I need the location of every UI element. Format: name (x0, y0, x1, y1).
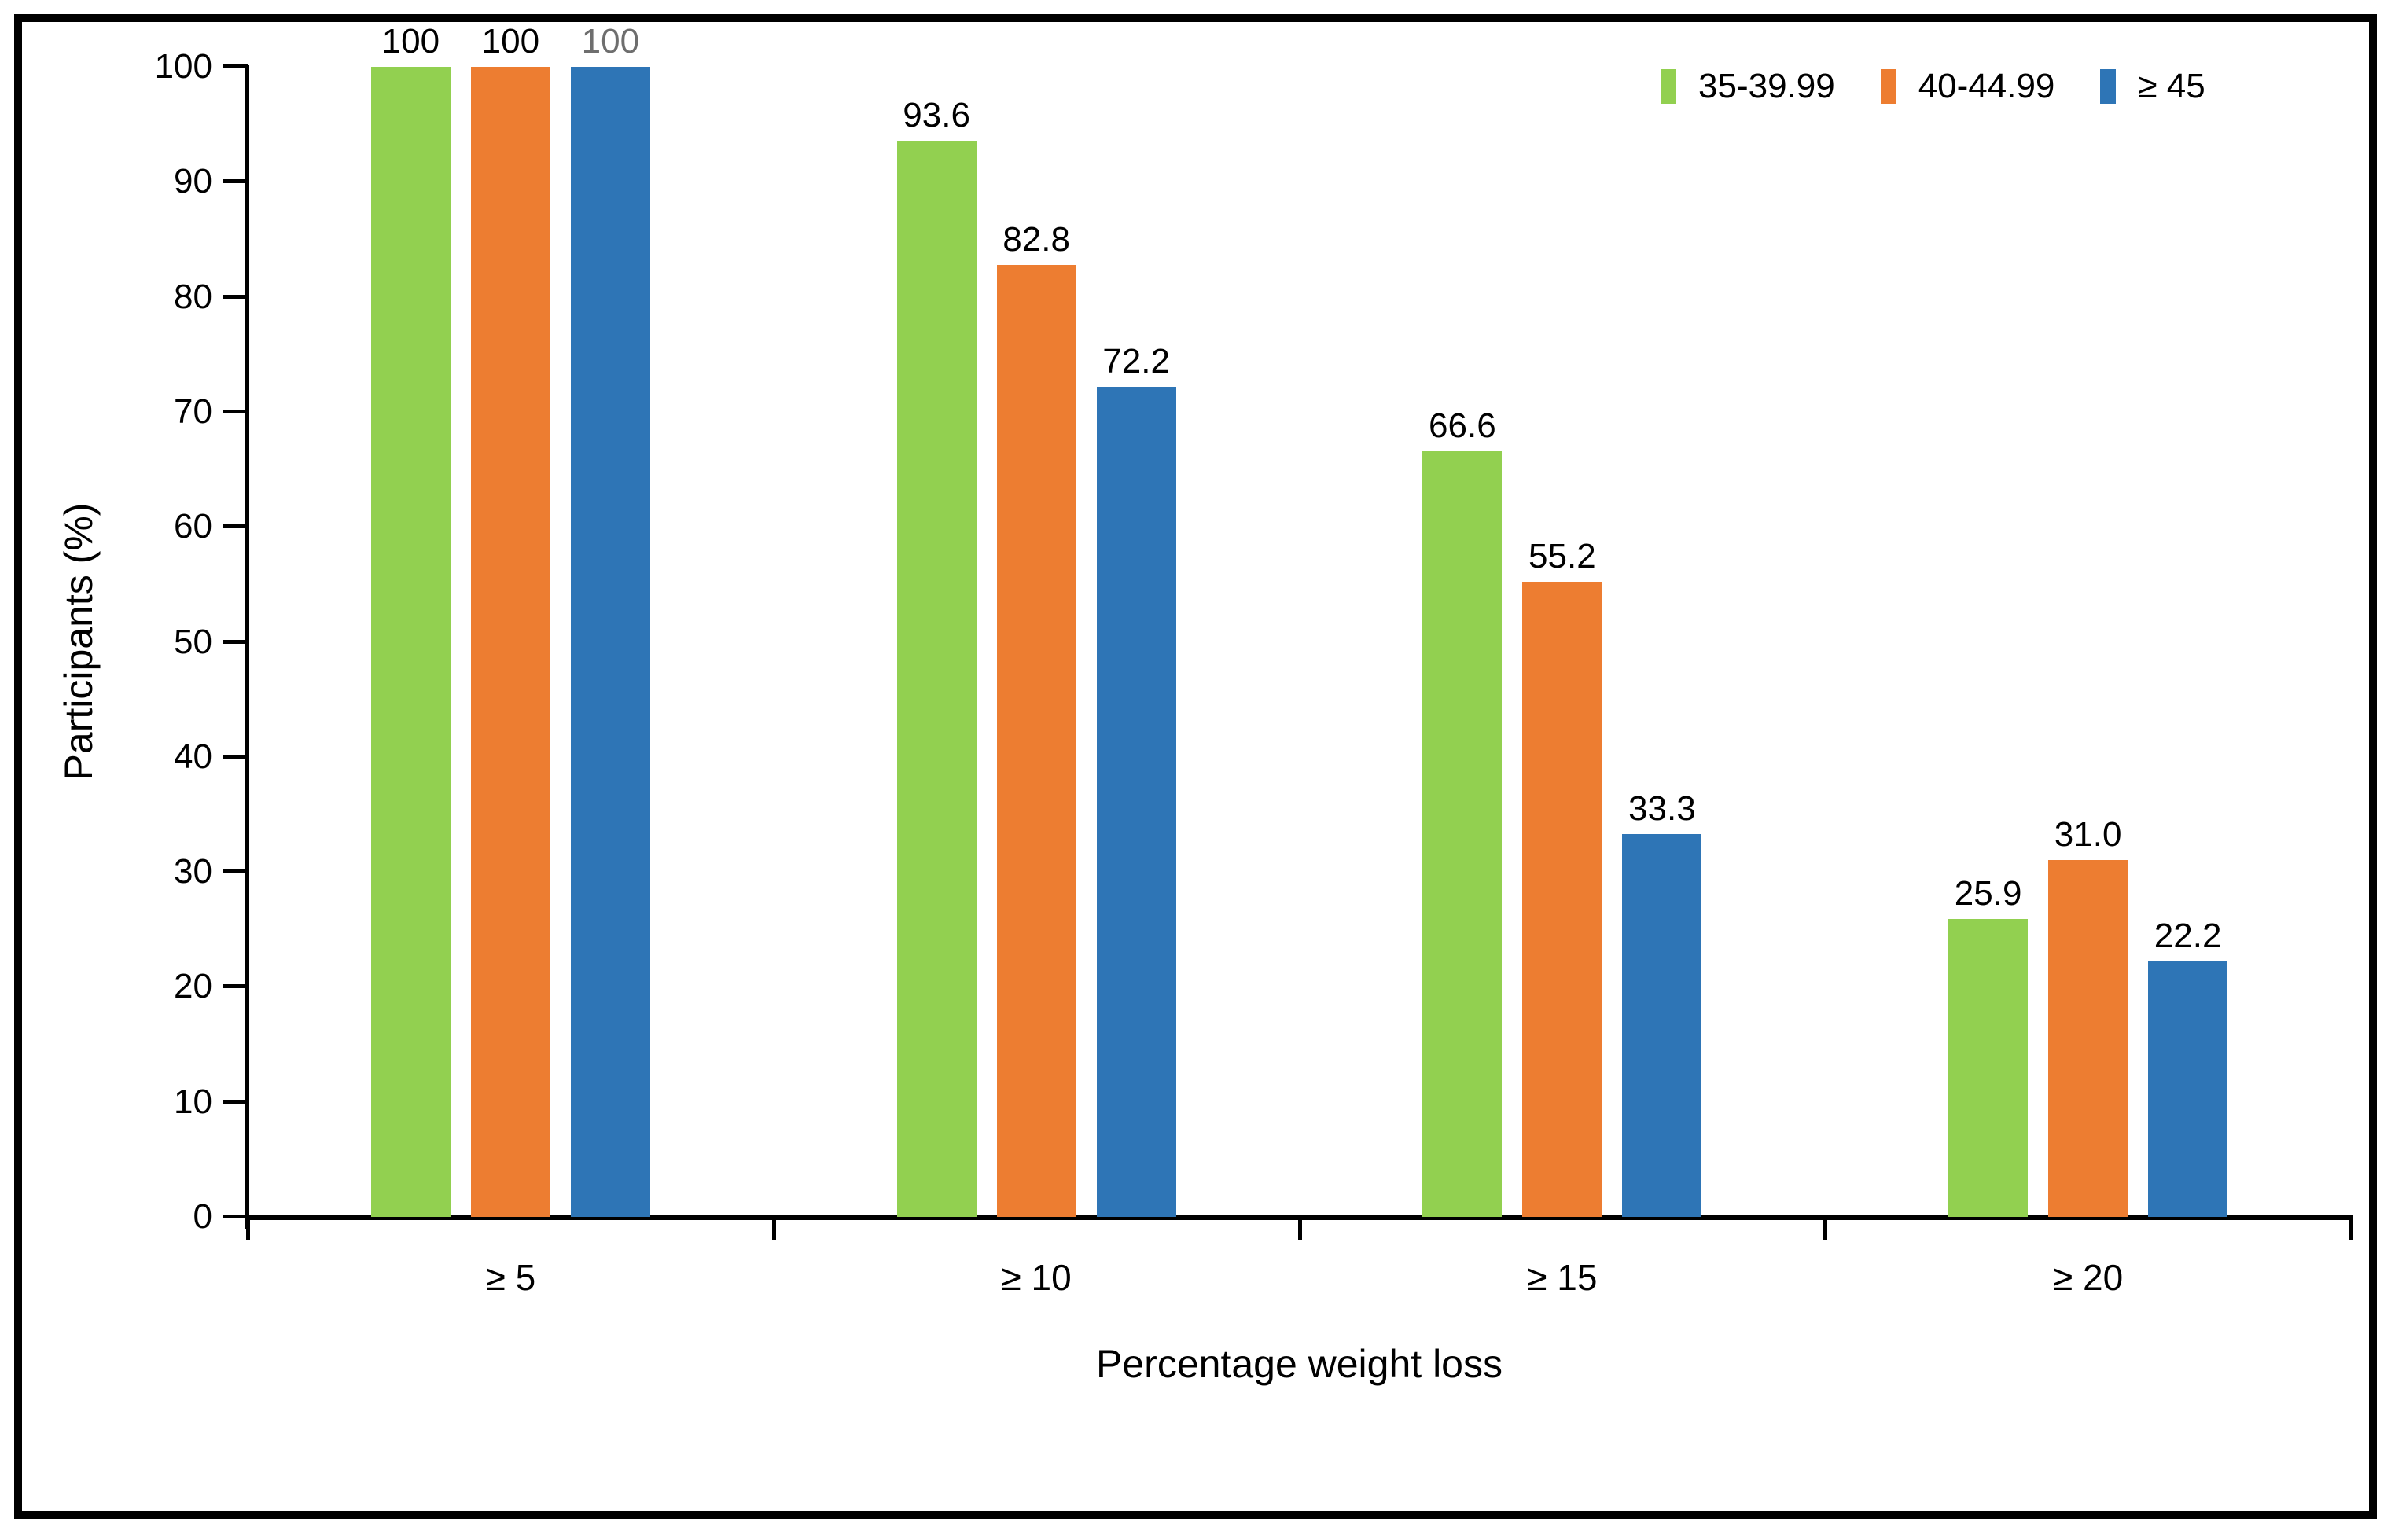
y-tick-label: 20 (174, 967, 212, 1006)
legend-item-40-44.99: 40-44.99 (1880, 67, 2055, 105)
y-tick-mark (223, 294, 248, 299)
bar-value-label: 93.6 (903, 95, 970, 134)
bar-35-39.99-≥ 10: 93.6 (896, 97, 977, 1217)
legend-marker-icon (1880, 69, 1896, 104)
bar-value-label: 100 (581, 22, 640, 61)
bar-value-label: 66.6 (1429, 406, 1496, 445)
legend-item-35-39.99: 35-39.99 (1661, 69, 1835, 104)
category-label: ≥ 10 (1001, 1257, 1072, 1298)
y-tick-mark (223, 409, 248, 413)
bar-group: 66.6 55.2 33.3 (1422, 67, 1702, 1217)
bar-≥ 45-≥ 10: 72.2 (1096, 344, 1176, 1217)
bar-value-label: 72.2 (1102, 341, 1170, 380)
bar-value-label: 25.9 (1954, 874, 2022, 913)
bar-≥ 45-≥ 15: 33.3 (1622, 791, 1702, 1217)
legend-label: ≥ 45 (2138, 67, 2205, 105)
plot-area: 100 100 100 93.6 82.8 72.2 66.6 55.2 33.3 25.9 31.… (248, 24, 2351, 1217)
y-tick-mark (223, 639, 248, 644)
y-tick-mark (223, 1215, 248, 1218)
y-tick-label: 100 (154, 47, 212, 86)
legend-marker-icon (2100, 69, 2117, 104)
bar-40-44.99-≥ 10: 82.8 (996, 222, 1076, 1217)
y-axis-tick-labels: 0 10 20 30 40 50 60 70 80 90 100 (0, 50, 212, 1234)
y-tick-mark (223, 179, 248, 184)
y-tick-mark (223, 754, 248, 759)
y-tick-label: 40 (174, 737, 212, 776)
x-tick-mark (2349, 1218, 2353, 1240)
x-tick-mark (771, 1218, 776, 1240)
y-axis-line (245, 65, 249, 1229)
y-tick-mark (223, 984, 248, 989)
y-tick-label: 80 (174, 277, 212, 316)
bar-group: 100 100 100 (370, 24, 650, 1217)
x-tick-mark (1823, 1218, 1828, 1240)
x-axis-tick-marks (246, 1218, 2353, 1242)
category-label: ≥ 15 (1527, 1257, 1598, 1298)
y-tick-label: 60 (174, 507, 212, 546)
category-group-3: 66.6 55.2 33.3 (1300, 67, 1826, 1217)
bar-value-label: 33.3 (1628, 788, 1696, 828)
bar-value-label: 31.0 (2054, 815, 2122, 855)
bar-group: 25.9 31.0 22.2 (1948, 67, 2228, 1217)
bar-35-39.99-≥ 20: 25.9 (1948, 877, 2029, 1217)
y-tick-mark (223, 1099, 248, 1104)
y-tick-mark (223, 64, 248, 68)
y-axis-title: Participants (%) (57, 502, 101, 781)
bar-35-39.99-≥ 5: 100 (370, 24, 451, 1217)
bar-value-label: 100 (481, 22, 540, 61)
y-tick-mark (223, 869, 248, 874)
y-tick-label: 30 (174, 852, 212, 891)
y-tick-label: 90 (174, 162, 212, 201)
bar-group: 93.6 82.8 72.2 (896, 67, 1176, 1217)
legend: 35-39.99 40-44.99 ≥ 45 (1661, 69, 2205, 104)
bar-40-44.99-≥ 15: 55.2 (1522, 539, 1602, 1217)
legend-label: 40-44.99 (1918, 67, 2055, 105)
category-axis-labels: ≥ 5 ≥ 10 ≥ 15 ≥ 20 (248, 1256, 2351, 1299)
legend-label: 35-39.99 (1698, 67, 1835, 105)
bar-≥ 45-≥ 20: 22.2 (2148, 919, 2228, 1217)
bar-40-44.99-≥ 5: 100 (470, 24, 550, 1217)
bar-value-label: 100 (381, 22, 440, 61)
bar-value-label: 22.2 (2154, 917, 2222, 956)
bar-40-44.99-≥ 20: 31.0 (2048, 818, 2128, 1217)
y-tick-label: 10 (174, 1082, 212, 1121)
y-tick-mark (223, 524, 248, 529)
y-tick-label: 0 (193, 1197, 212, 1236)
category-group-1: 100 100 100 (248, 24, 774, 1217)
bar-value-label: 82.8 (1002, 219, 1070, 259)
bar-35-39.99-≥ 15: 66.6 (1422, 408, 1503, 1217)
legend-item-≥ 45: ≥ 45 (2100, 69, 2205, 104)
category-label: ≥ 20 (2053, 1257, 2124, 1298)
category-label: ≥ 5 (485, 1257, 536, 1298)
x-axis-title: Percentage weight loss (1096, 1342, 1503, 1386)
x-tick-mark (246, 1218, 250, 1240)
y-tick-label: 50 (174, 622, 212, 661)
category-group-4: 25.9 31.0 22.2 (1825, 67, 2351, 1217)
x-tick-mark (1297, 1218, 1302, 1240)
bar-≥ 45-≥ 5: 100 (570, 24, 650, 1217)
y-axis-tick-marks (223, 64, 248, 1218)
y-tick-label: 70 (174, 391, 212, 431)
bar-value-label: 55.2 (1528, 537, 1596, 576)
legend-marker-icon (1661, 69, 1676, 104)
category-group-2: 93.6 82.8 72.2 (774, 67, 1300, 1217)
x-axis-line (245, 1215, 2353, 1220)
